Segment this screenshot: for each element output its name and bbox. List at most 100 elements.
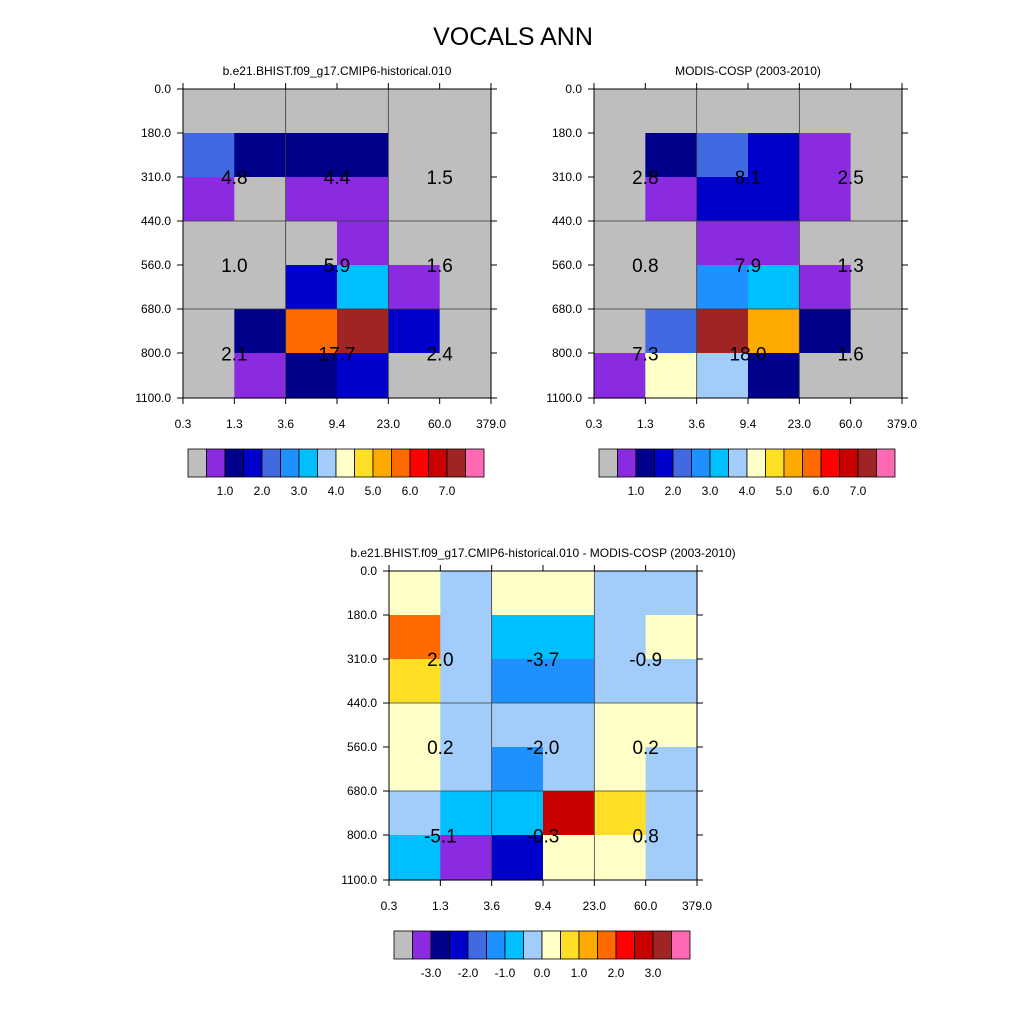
heatmap-cell (389, 747, 441, 792)
box-value-label: -0.3 (527, 827, 560, 848)
heatmap-cell (439, 133, 492, 178)
heatmap-cell (285, 309, 338, 354)
heatmap-cell (748, 309, 800, 354)
heatmap-cell (234, 353, 287, 399)
heatmap-cell (799, 309, 852, 354)
colorbar-label: 0.0 (534, 966, 551, 980)
heatmap-cell (594, 353, 646, 399)
colorbar-swatch (634, 930, 654, 960)
heatmap-cell (543, 571, 595, 616)
panel-1: b.e21.BHIST.f09_g17.CMIP6-historical.010… (135, 64, 506, 498)
heatmap-cell (748, 133, 800, 178)
box-value-label: 0.8 (632, 827, 658, 848)
colorbar-swatch (820, 448, 840, 478)
heatmap-cell (748, 89, 800, 134)
box-value-label: 0.2 (632, 738, 658, 759)
box-value-label: 1.3 (837, 256, 863, 277)
y-tick-label: 0.0 (565, 82, 582, 96)
colorbar-swatch (206, 448, 226, 478)
heatmap-cell (696, 353, 749, 399)
y-tick-label: 180.0 (552, 126, 582, 140)
y-tick-label: 800.0 (552, 346, 582, 360)
heatmap-cell (389, 571, 441, 616)
colorbar-swatch (857, 448, 877, 478)
heatmap-cell (234, 177, 287, 222)
colorbar-swatch (187, 448, 207, 478)
colorbar-swatch (465, 448, 485, 478)
box-value-label: 4.4 (324, 168, 351, 189)
y-tick-label: 560.0 (347, 740, 377, 754)
x-tick-label: 0.3 (586, 417, 603, 431)
heatmap-cell (440, 747, 493, 792)
colorbar-swatch (709, 448, 729, 478)
panel-2: MODIS-COSP (2003-2010) 0.0 180.0 310.0 440.0… (546, 64, 917, 498)
box-value-label: 2.0 (427, 650, 453, 671)
y-tick-label: 440.0 (552, 214, 582, 228)
heatmap-cell (645, 659, 698, 704)
heatmap-cell (748, 353, 800, 399)
colorbar-swatch (654, 448, 674, 478)
panel-title: b.e21.BHIST.f09_g17.CMIP6-historical.010 (223, 64, 452, 78)
heatmap-cell (388, 221, 441, 266)
x-tick-label: 379.0 (476, 417, 506, 431)
heatmap-cell (696, 177, 749, 222)
heatmap-cell (440, 703, 493, 748)
heatmap-cell (850, 133, 903, 178)
heatmap-cell (594, 835, 647, 881)
heatmap-cell (388, 177, 441, 222)
heatmap-cell (594, 89, 646, 134)
heatmap-cell (337, 89, 389, 134)
x-tick-label: 23.0 (583, 899, 607, 913)
heatmap-cell (645, 791, 698, 836)
heatmap-cell (799, 265, 852, 310)
heatmap-cell (543, 747, 595, 792)
heatmap-cell (439, 265, 492, 310)
colorbar-swatch (449, 930, 469, 960)
heatmap-cell (491, 703, 544, 748)
heatmap-cell (645, 89, 698, 134)
y-tick-label: 1100.0 (341, 873, 377, 887)
colorbar-swatch (243, 448, 263, 478)
x-tick-label: 9.4 (329, 417, 346, 431)
colorbar-swatch (280, 448, 300, 478)
heatmap-cell (645, 835, 698, 881)
box-value-label: 1.6 (426, 256, 452, 277)
x-tick-label: 3.6 (277, 417, 294, 431)
box-value-label: 2.4 (426, 345, 453, 366)
heatmap-cell (799, 177, 852, 222)
x-tick-label: 379.0 (887, 417, 917, 431)
heatmap-cell (234, 133, 287, 178)
x-tick-label: 1.3 (432, 899, 449, 913)
heatmap-cell (183, 89, 235, 134)
colorbar-swatch (412, 930, 432, 960)
y-tick-label: 310.0 (347, 652, 377, 666)
colorbar-label: 5.0 (365, 484, 382, 498)
colorbar-label: 2.0 (665, 484, 682, 498)
heatmap-cell (183, 177, 235, 222)
heatmap-cell (799, 89, 852, 134)
heatmap-cell (183, 353, 235, 399)
heatmap-cell (594, 791, 647, 836)
y-tick-label: 440.0 (141, 214, 171, 228)
heatmap-cell (337, 353, 389, 399)
colorbar-swatch (578, 930, 598, 960)
box-value-label: 0.2 (427, 738, 453, 759)
colorbar-swatch (317, 448, 337, 478)
colorbar-label: -1.0 (495, 966, 516, 980)
heatmap-cell (645, 571, 698, 616)
box-value-label: 8.1 (735, 168, 761, 189)
box-value-label: -5.1 (424, 827, 457, 848)
heatmap-cell (645, 615, 698, 660)
heatmap-cell (285, 177, 338, 222)
heatmap-cell (491, 791, 544, 836)
colorbar-label: 7.0 (439, 484, 456, 498)
heatmap-cell (337, 309, 389, 354)
heatmap-cell (439, 353, 492, 399)
colorbar-swatch (728, 448, 748, 478)
heatmap-cell (234, 221, 287, 266)
y-tick-label: 560.0 (552, 258, 582, 272)
colorbar-swatch (430, 930, 450, 960)
x-tick-label: 60.0 (634, 899, 658, 913)
colorbar-swatch (876, 448, 896, 478)
